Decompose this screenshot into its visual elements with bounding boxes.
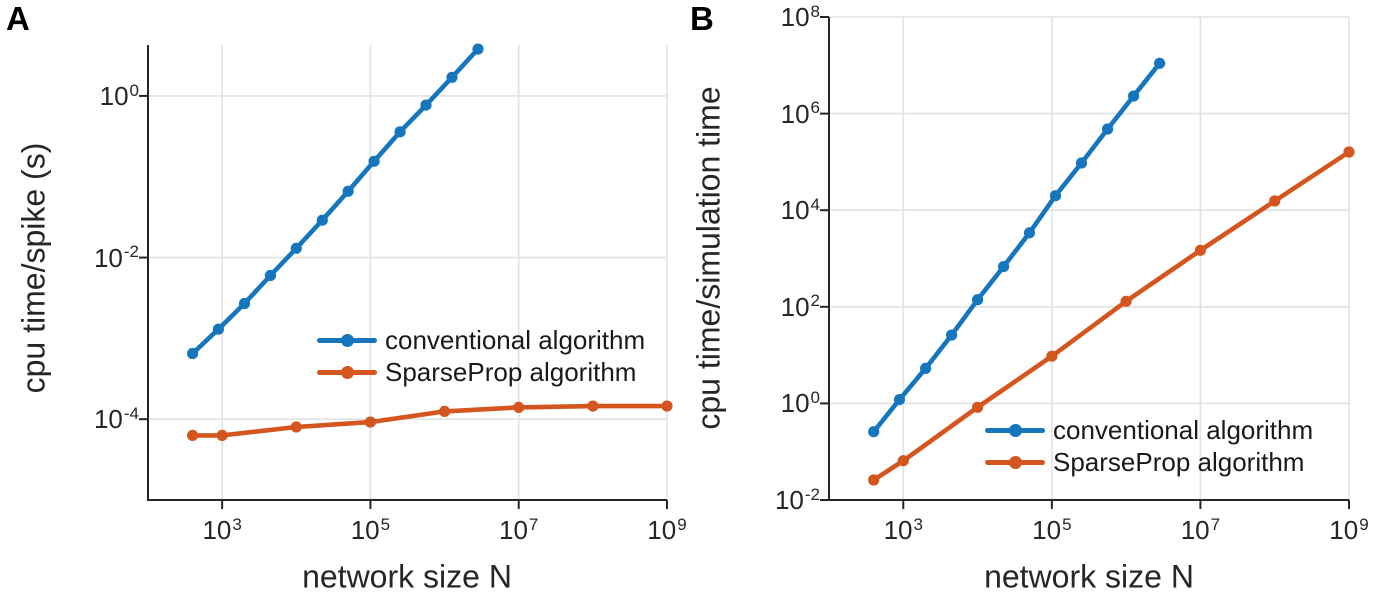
data-point-marker <box>364 416 376 428</box>
data-point-marker <box>972 294 984 306</box>
x-tick-label: 105 <box>1032 514 1072 545</box>
data-point-marker <box>1120 295 1132 307</box>
legend-dot-icon <box>340 333 354 347</box>
data-point-marker <box>897 455 909 467</box>
legend-item-sparseprop: SparseProp algorithm <box>317 358 636 386</box>
data-point-marker <box>187 347 199 360</box>
data-point-marker <box>1269 195 1281 207</box>
x-tick-label: 107 <box>1180 514 1221 545</box>
data-point-marker <box>661 400 673 412</box>
series-line-b-0 <box>871 60 1162 435</box>
data-point-marker <box>868 426 880 438</box>
legend-label: SparseProp algorithm <box>385 357 637 387</box>
y-tick-label: 102 <box>780 291 820 322</box>
y-tick-label: 104 <box>780 194 820 226</box>
legend-item-conventional: conventional algorithm <box>317 326 645 354</box>
y-tick-label: 10-2 <box>93 242 139 273</box>
legend-dot-icon <box>1008 455 1022 469</box>
legend-label: SparseProp algorithm <box>1053 447 1305 477</box>
data-point-marker <box>1023 227 1036 239</box>
data-point-marker <box>216 429 228 441</box>
x-tick-label: 103 <box>202 514 242 545</box>
data-point-marker <box>1046 350 1058 362</box>
series-line-a-0 <box>190 46 481 356</box>
data-point-marker <box>1154 57 1166 69</box>
data-point-marker <box>972 401 984 413</box>
data-point-marker <box>1075 157 1088 169</box>
data-point-marker <box>1194 244 1206 256</box>
data-point-marker <box>1102 123 1114 135</box>
y-tick-label: 106 <box>780 98 820 129</box>
legend-dot-icon <box>340 365 354 379</box>
data-point-marker <box>420 99 432 111</box>
y-tick-label: 10-4 <box>93 403 139 435</box>
x-axis-label-b: network size N <box>984 558 1194 594</box>
y-axis-label-a: cpu time/spike (s) <box>15 142 52 394</box>
x-tick-label: 105 <box>350 514 391 545</box>
data-point-marker <box>1049 190 1062 202</box>
data-point-marker <box>920 362 932 374</box>
data-point-marker <box>238 297 251 310</box>
data-point-marker <box>264 269 276 282</box>
x-axis-label-a: network size N <box>302 558 512 594</box>
y-tick-label: 10-2 <box>774 484 820 515</box>
data-point-marker <box>446 71 458 83</box>
legend-item-conventional: conventional algorithm <box>985 416 1313 444</box>
legend-label: conventional algorithm <box>385 325 646 355</box>
legend-item-sparseprop: SparseProp algorithm <box>985 448 1304 476</box>
y-tick-label: 100 <box>780 388 820 419</box>
legend-line-marker-icon <box>985 455 1045 469</box>
legend-line-marker-icon <box>317 333 377 347</box>
legend-label: conventional algorithm <box>1053 415 1314 445</box>
x-tick-label: 107 <box>499 514 539 545</box>
legend-line-marker-icon <box>317 365 377 379</box>
x-tick-label: 109 <box>1329 514 1369 545</box>
panel-letter-a: A <box>6 0 30 37</box>
data-point-marker <box>187 429 199 441</box>
data-point-marker <box>472 43 484 55</box>
data-point-marker <box>587 400 599 412</box>
y-tick-label: 100 <box>99 80 139 111</box>
data-point-marker <box>368 155 380 167</box>
legend-dot-icon <box>1008 423 1022 437</box>
data-point-marker <box>868 474 880 486</box>
panel-letter-b: B <box>690 0 714 37</box>
y-axis-label-b: cpu time/simulation time <box>690 86 727 430</box>
data-point-marker <box>893 394 906 406</box>
series-line-b-1 <box>871 149 1352 483</box>
x-tick-label: 103 <box>883 514 923 545</box>
x-tick-label: 109 <box>647 514 687 545</box>
data-point-marker <box>1128 90 1140 102</box>
data-point-marker <box>439 405 451 417</box>
data-point-marker <box>946 329 958 341</box>
series-line-a-1 <box>190 403 670 438</box>
data-point-marker <box>998 261 1010 273</box>
data-point-marker <box>290 421 302 433</box>
data-point-marker <box>316 214 328 226</box>
data-point-marker <box>290 242 302 254</box>
y-tick-label: 108 <box>780 1 820 32</box>
data-point-marker <box>212 323 224 335</box>
legend-line-marker-icon <box>985 423 1045 437</box>
data-point-marker <box>513 401 525 413</box>
data-point-marker <box>1343 146 1355 158</box>
data-point-marker <box>394 126 406 138</box>
data-point-marker <box>342 185 354 197</box>
